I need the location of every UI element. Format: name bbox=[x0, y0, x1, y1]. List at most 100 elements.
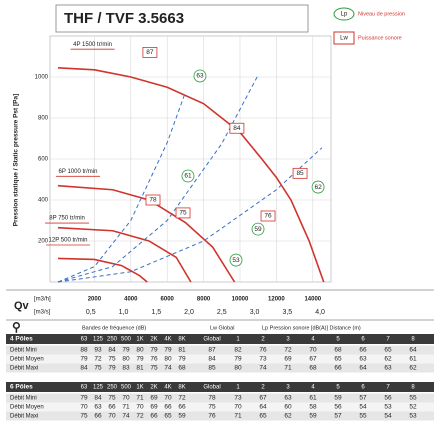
cell: 79 bbox=[164, 347, 172, 354]
key-text: Puissance sonore bbox=[358, 35, 402, 41]
cell: 79 bbox=[108, 365, 116, 372]
column-header: 2 bbox=[261, 337, 265, 343]
cell: 74 bbox=[122, 413, 130, 420]
column-header: 5 bbox=[336, 385, 340, 391]
column-header: Global bbox=[203, 385, 220, 391]
annotation: 6P 1000 tr/min bbox=[59, 169, 98, 175]
column-header: 6 bbox=[361, 385, 365, 391]
cell: 75 bbox=[208, 404, 216, 411]
annotation-circle bbox=[251, 222, 265, 236]
table-row-bg bbox=[6, 354, 434, 364]
x-tick-label: 2000 bbox=[88, 297, 102, 303]
annotation: 78 bbox=[149, 197, 157, 204]
cell: 61 bbox=[309, 395, 317, 402]
cell: 65 bbox=[259, 413, 267, 420]
x-tick-label: 4000 bbox=[124, 297, 138, 303]
cell: 87 bbox=[208, 347, 216, 354]
cell: 79 bbox=[80, 356, 88, 363]
cell: 64 bbox=[259, 404, 267, 411]
table-header-bg bbox=[6, 334, 434, 344]
cell: 79 bbox=[234, 356, 242, 363]
cell: 54 bbox=[359, 404, 367, 411]
annotation-box bbox=[145, 194, 161, 206]
cell: 65 bbox=[334, 356, 342, 363]
x-tick-label: 10000 bbox=[232, 297, 249, 303]
y-tick-label: 1000 bbox=[35, 75, 49, 81]
cell: 63 bbox=[384, 365, 392, 372]
cell: 80 bbox=[164, 356, 172, 363]
column-header: 1 bbox=[236, 385, 240, 391]
cell: 76 bbox=[259, 347, 267, 354]
cell: 84 bbox=[108, 347, 116, 354]
cell: 73 bbox=[259, 356, 267, 363]
cell: 69 bbox=[150, 404, 158, 411]
column-header: 5 bbox=[336, 337, 340, 343]
row-label: Débit Maxi bbox=[10, 414, 38, 420]
y-tick-label: 200 bbox=[38, 239, 49, 245]
cell: 66 bbox=[94, 413, 102, 420]
x2-tick-label: 2,5 bbox=[217, 309, 227, 316]
cell: 70 bbox=[108, 413, 116, 420]
cell: 75 bbox=[94, 365, 102, 372]
cell: 74 bbox=[164, 365, 172, 372]
curve bbox=[57, 74, 259, 283]
column-header: 250 bbox=[107, 337, 118, 343]
cell: 66 bbox=[359, 347, 367, 354]
cell: 84 bbox=[208, 356, 216, 363]
cell: 71 bbox=[234, 413, 242, 420]
cell: 84 bbox=[80, 365, 88, 372]
cell: 66 bbox=[108, 404, 116, 411]
table-row-bg bbox=[6, 345, 434, 355]
cell: 66 bbox=[150, 413, 158, 420]
cell: 75 bbox=[80, 413, 88, 420]
column-header: 4K bbox=[164, 337, 171, 343]
column-header: 4K bbox=[164, 385, 171, 391]
column-header: Global bbox=[203, 337, 220, 343]
y-tick-label: 600 bbox=[38, 157, 49, 163]
annotation-circle bbox=[311, 180, 325, 194]
y-axis-label: Pression statique / Static pressure Pst … bbox=[13, 94, 20, 227]
annotation: 87 bbox=[146, 49, 154, 56]
column-header: 2 bbox=[261, 385, 265, 391]
curve bbox=[57, 147, 323, 283]
cell: 64 bbox=[409, 347, 417, 354]
annotation: 4P 1500 tr/min bbox=[73, 42, 112, 48]
annotation: 8P 750 tr/min bbox=[49, 216, 85, 222]
row-label: Débit Mini bbox=[10, 348, 37, 354]
x2-unit: [m3/s] bbox=[34, 310, 51, 316]
cell: 85 bbox=[208, 365, 216, 372]
column-header: 125 bbox=[93, 385, 104, 391]
cell: 81 bbox=[136, 365, 144, 372]
cell: 66 bbox=[178, 404, 186, 411]
y-tick-label: 400 bbox=[38, 198, 49, 204]
cell: 67 bbox=[259, 395, 267, 402]
bands-header: Bandes de fréquence (dB) bbox=[82, 325, 146, 331]
cell: 83 bbox=[122, 365, 130, 372]
cell: 75 bbox=[150, 365, 158, 372]
qv-label: Qv bbox=[14, 300, 30, 312]
curve bbox=[57, 226, 192, 283]
column-header: 8 bbox=[411, 385, 415, 391]
cell: 84 bbox=[94, 395, 102, 402]
icon: ⚲ bbox=[12, 320, 21, 334]
column-header: 4 bbox=[311, 337, 315, 343]
cell: 68 bbox=[178, 365, 186, 372]
annotation: 84 bbox=[233, 125, 241, 132]
cell: 61 bbox=[409, 356, 417, 363]
x2-tick-label: 1,5 bbox=[151, 309, 161, 316]
annotation: 63 bbox=[196, 73, 204, 80]
cell: 56 bbox=[384, 395, 392, 402]
cell: 52 bbox=[409, 404, 417, 411]
column-header: 1 bbox=[236, 337, 240, 343]
column-header: 63 bbox=[81, 337, 88, 343]
row-label: Débit Moyen bbox=[10, 405, 44, 411]
annotation: 53 bbox=[232, 257, 240, 264]
curve bbox=[57, 92, 186, 283]
cell: 54 bbox=[384, 413, 392, 420]
annotation-circle bbox=[193, 69, 207, 83]
key-text: Niveau de pression bbox=[358, 11, 405, 17]
x-tick-label: 8000 bbox=[197, 297, 211, 303]
cell: 64 bbox=[359, 365, 367, 372]
cell: 62 bbox=[409, 365, 417, 372]
